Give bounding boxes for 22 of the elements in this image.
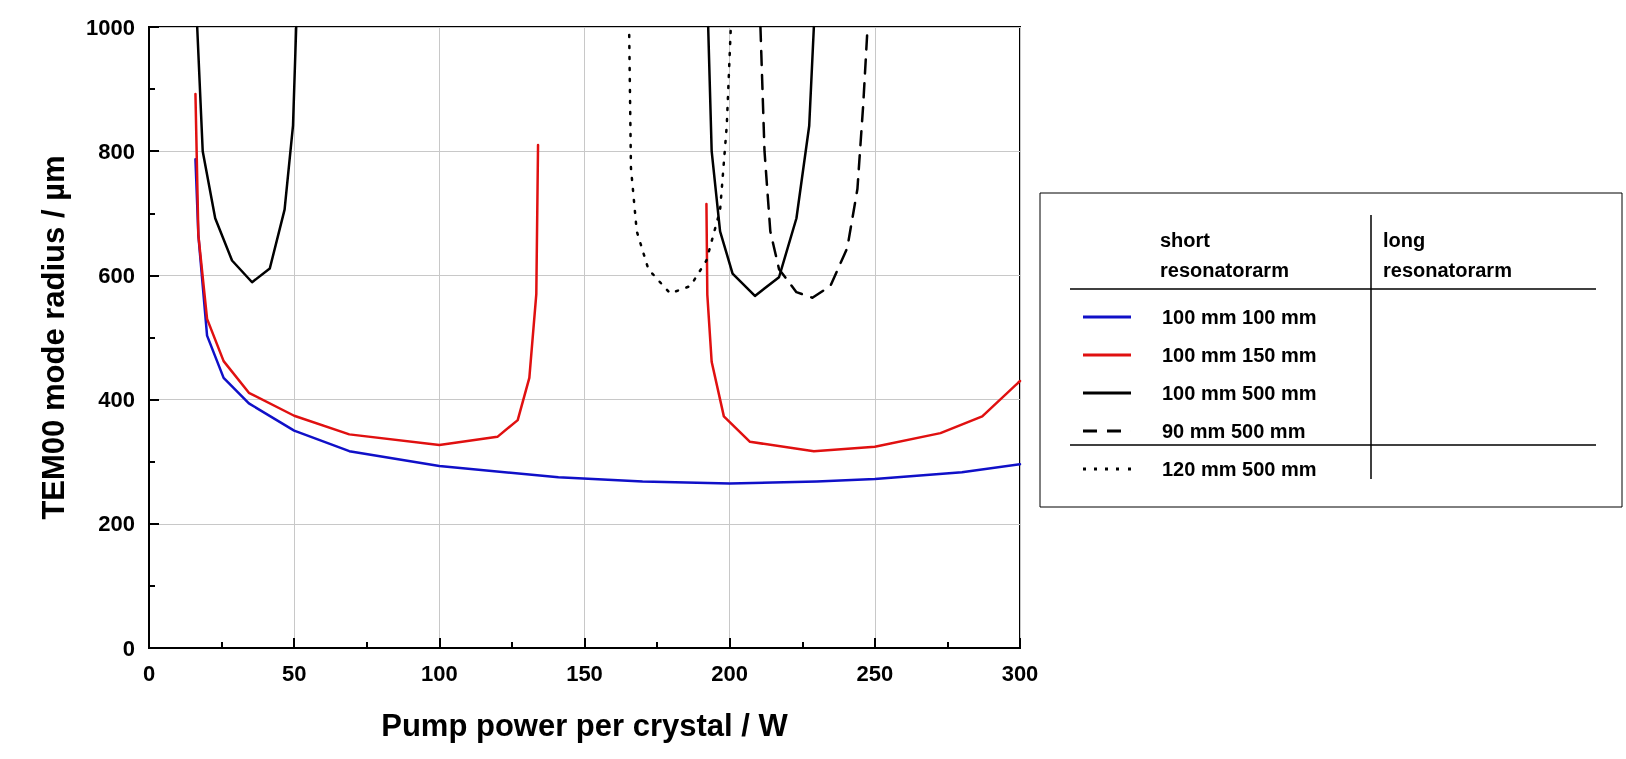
legend-label: 100 mm 500 mm xyxy=(1162,382,1317,404)
x-tick-label: 150 xyxy=(566,660,603,686)
legend-label: 120 mm 500 mm xyxy=(1162,458,1317,480)
x-tick-label: 250 xyxy=(856,660,894,686)
y-tick-label: 1000 xyxy=(86,14,135,40)
x-tick-label: 100 xyxy=(420,660,458,686)
y-tick-label: 400 xyxy=(98,387,135,413)
y-axis-title: TEM00 mode radius / µm xyxy=(36,155,71,520)
y-tick-label: 0 xyxy=(122,635,135,661)
legend-label: 100 mm 150 mm xyxy=(1162,344,1317,366)
x-tick-label: 200 xyxy=(711,660,749,686)
text: short resonatorarm xyxy=(1160,229,1289,281)
x-tick-label: 300 xyxy=(1001,660,1039,686)
legend-label: 90 mm 500 mm xyxy=(1162,420,1306,442)
x-tick-label: 0 xyxy=(142,660,156,686)
x-tick-label: 50 xyxy=(281,660,307,686)
y-tick-label: 200 xyxy=(98,511,135,537)
y-tick-label: 800 xyxy=(98,138,135,164)
text: long resonatorarm xyxy=(1383,229,1512,281)
legend-label: 100 mm 100 mm xyxy=(1162,306,1317,328)
x-axis-title: Pump power per crystal / W xyxy=(381,708,789,743)
y-tick-label: 600 xyxy=(98,262,135,288)
